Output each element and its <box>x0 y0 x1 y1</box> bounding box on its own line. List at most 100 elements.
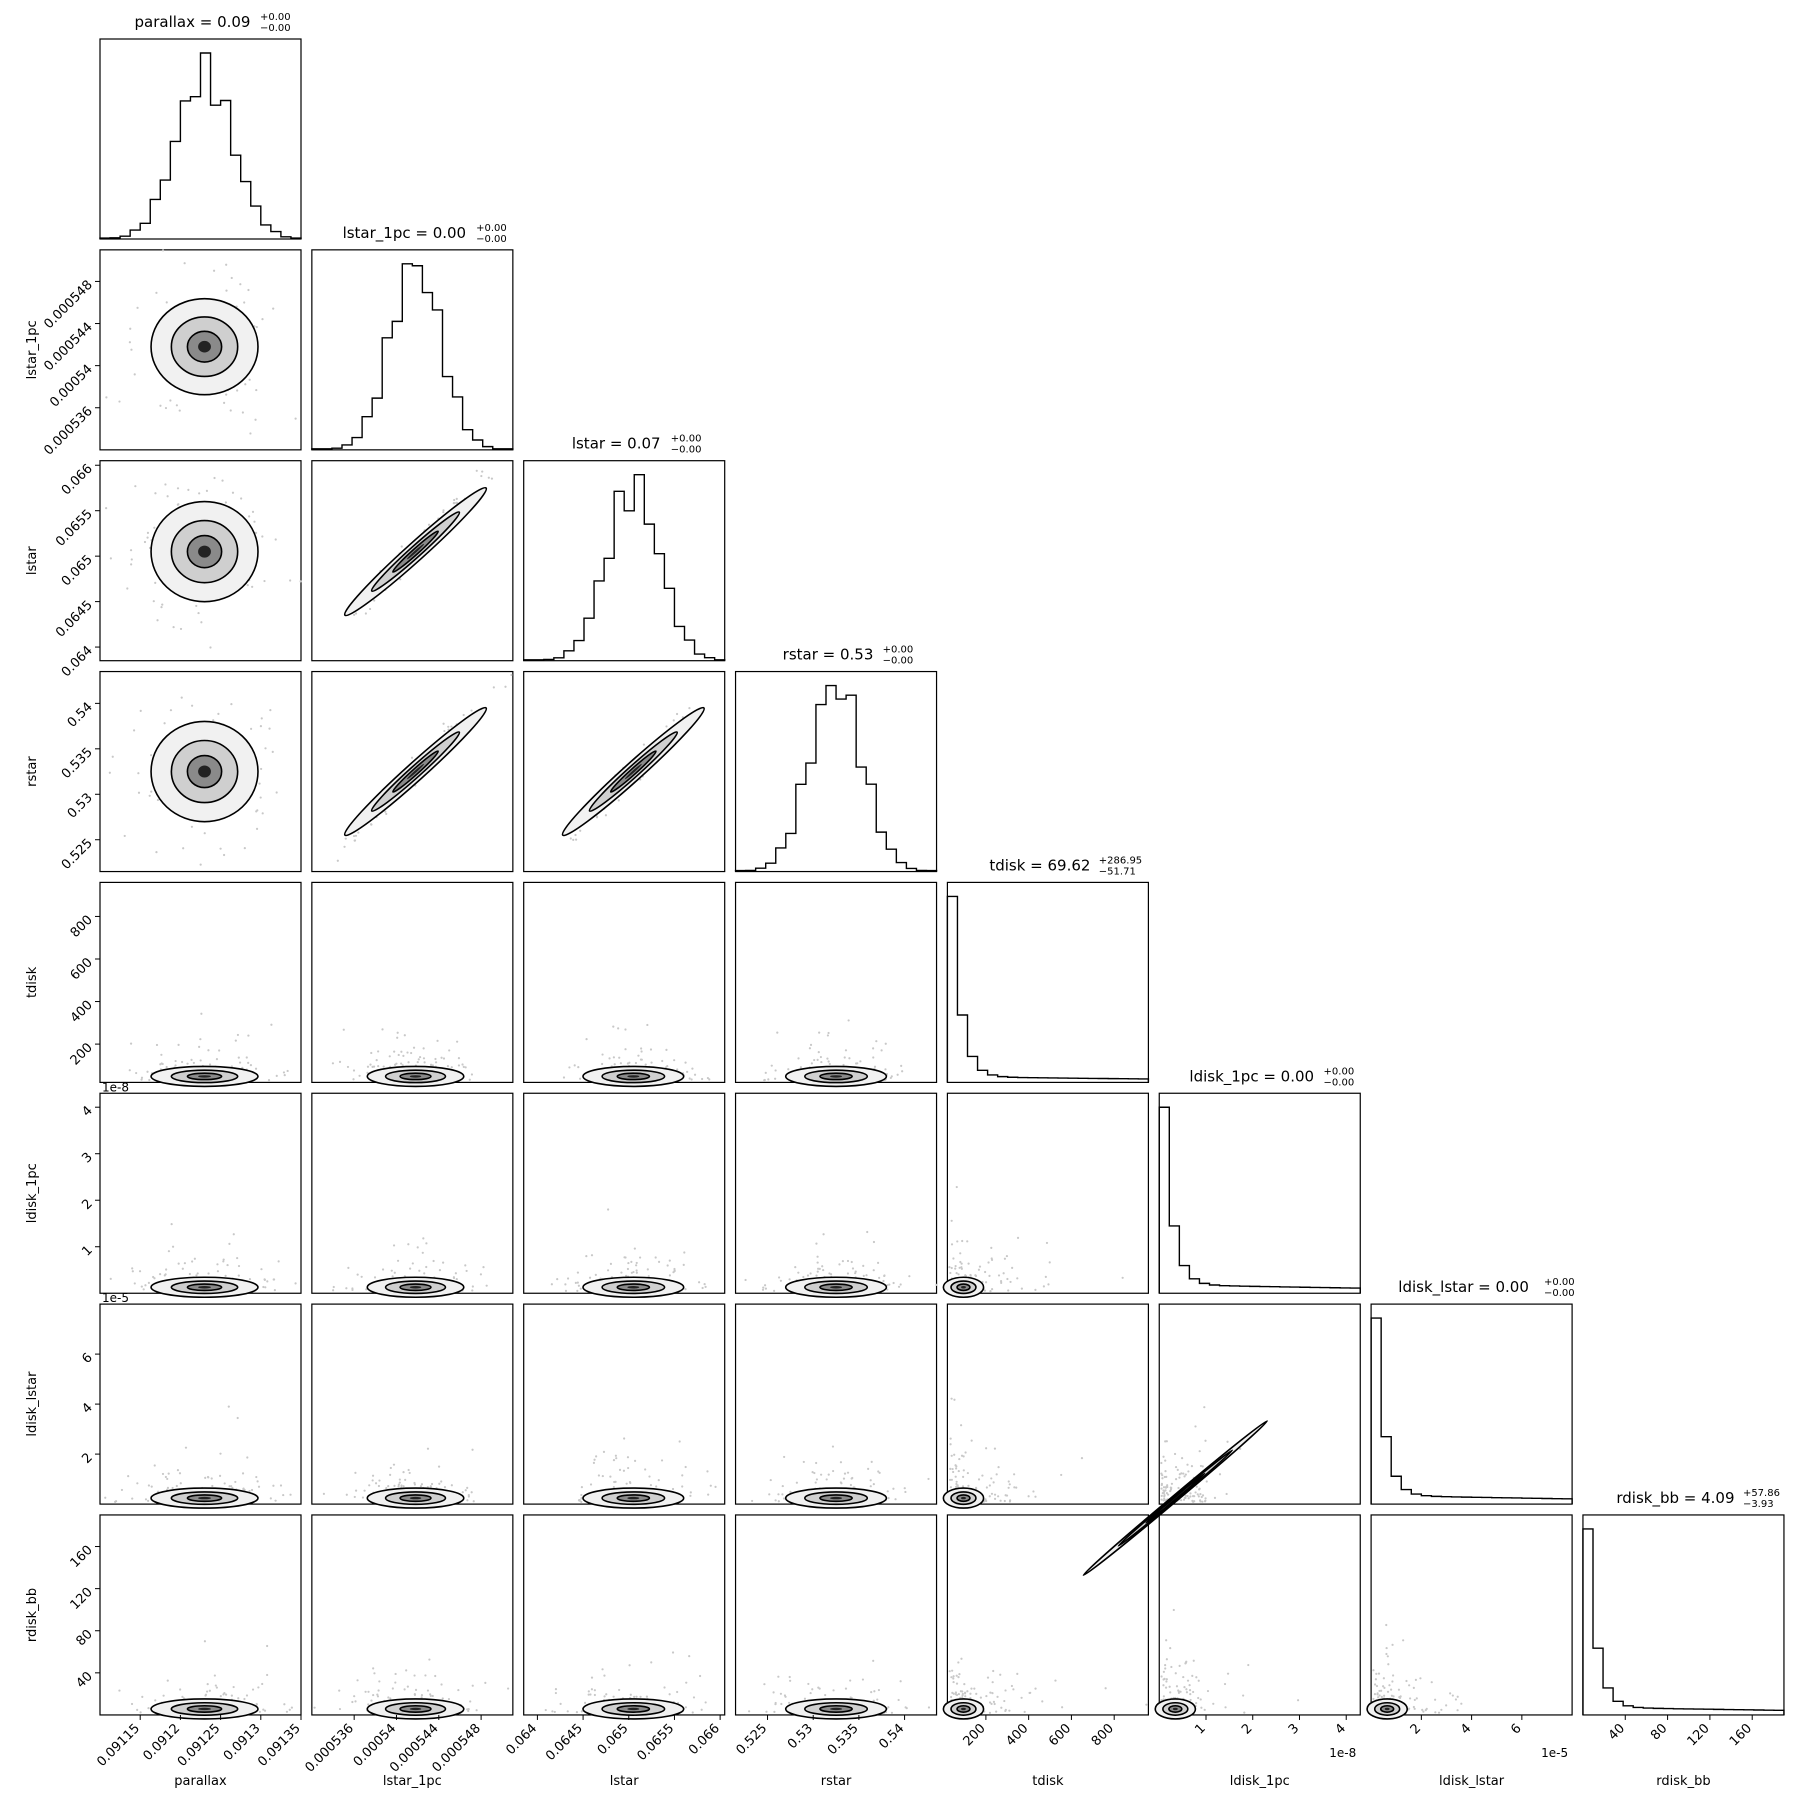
sample-point <box>450 1484 453 1487</box>
panel-lstar-vs-lstar_1pc <box>311 460 514 662</box>
sample-point <box>1169 1647 1172 1650</box>
y-offset-label: 1e-5 <box>102 1291 129 1305</box>
sample-point <box>1162 1455 1165 1458</box>
contour-1 <box>384 1701 447 1716</box>
sample-point <box>811 1471 814 1474</box>
sample-point <box>373 599 376 602</box>
sample-point <box>393 1050 396 1053</box>
contour-2 <box>956 1494 971 1503</box>
sample-point <box>870 1691 873 1694</box>
title-upper-err: +0.00 <box>883 645 914 656</box>
sample-point <box>234 1480 237 1484</box>
sample-point <box>419 1485 423 1488</box>
x-tick-label: 4 <box>1458 1721 1474 1737</box>
x-tick-label: 4 <box>1333 1721 1349 1737</box>
sample-point <box>136 306 139 309</box>
sample-point <box>580 1500 583 1503</box>
contour-0 <box>1082 1420 1269 1577</box>
sample-point <box>216 1263 219 1266</box>
sample-point <box>1185 1691 1189 1694</box>
sample-point <box>884 1042 887 1045</box>
sample-point <box>132 729 136 732</box>
sample-point <box>111 755 114 758</box>
sample-point <box>1164 1440 1167 1443</box>
sample-point <box>1200 1706 1203 1709</box>
title-lower-err: −0.00 <box>1544 1288 1575 1299</box>
sample-point <box>174 1059 177 1063</box>
sample-point <box>1434 1698 1437 1701</box>
sample-point <box>120 1488 124 1492</box>
sample-point <box>580 1493 583 1497</box>
sample-point <box>821 1265 824 1268</box>
sample-point <box>957 1661 960 1664</box>
panel-frame <box>523 1303 726 1505</box>
sample-point <box>589 1483 593 1486</box>
x-tick-label: 40 <box>1606 1721 1628 1743</box>
sample-point <box>128 341 131 344</box>
x-axis-label-lstar_1pc: lstar_1pc <box>383 1774 442 1789</box>
sample-point <box>1015 1486 1018 1489</box>
sample-point <box>1199 1464 1203 1468</box>
sample-point <box>179 1482 182 1485</box>
contour-1 <box>950 1701 977 1716</box>
sample-point <box>1434 1711 1437 1714</box>
sample-point <box>952 1675 955 1678</box>
panel-frame <box>311 1514 514 1716</box>
sample-point <box>219 1452 222 1455</box>
sample-point <box>989 1691 992 1694</box>
sample-point <box>129 1042 133 1045</box>
contour-2 <box>819 1494 853 1503</box>
sample-point <box>413 1483 417 1486</box>
sample-point <box>953 1398 956 1401</box>
sample-point <box>404 1478 407 1481</box>
sample-point <box>905 1707 908 1710</box>
sample-point <box>661 1059 664 1063</box>
sample-point <box>876 1261 880 1264</box>
sample-point <box>475 1709 478 1712</box>
sample-point <box>270 1023 273 1026</box>
sample-point <box>612 1459 616 1462</box>
sample-point <box>1164 1667 1167 1670</box>
sample-point <box>1166 1493 1170 1496</box>
sample-point <box>434 1061 438 1064</box>
sample-point <box>165 1065 168 1069</box>
sample-point <box>161 603 164 606</box>
sample-point <box>247 1061 250 1065</box>
sample-point <box>261 318 264 321</box>
panel-tdisk-vs-parallax <box>99 881 302 1088</box>
sample-point <box>384 810 387 813</box>
sample-point <box>950 1243 954 1246</box>
sample-point <box>1166 1485 1169 1489</box>
panel-ldisk_1pc-vs-lstar <box>523 1092 726 1299</box>
sample-point <box>484 1681 487 1684</box>
sample-point <box>1169 1486 1172 1489</box>
sample-point <box>818 1687 821 1690</box>
sample-point <box>583 1701 587 1705</box>
sample-point <box>347 1266 350 1270</box>
contour-0 <box>784 1487 888 1509</box>
sample-point <box>899 1680 902 1683</box>
contour-1 <box>601 1280 666 1295</box>
sample-point <box>856 1062 859 1065</box>
sample-point <box>773 1710 776 1713</box>
panel-frame <box>946 1514 1150 1716</box>
sample-point <box>1016 1236 1020 1239</box>
sample-point <box>133 373 136 376</box>
contour-1 <box>588 731 679 812</box>
sample-point <box>624 1028 627 1031</box>
sample-point <box>1165 1440 1168 1443</box>
sample-point <box>427 523 431 526</box>
sample-point <box>147 1484 150 1487</box>
x-tick-label: 1 <box>1192 1721 1208 1737</box>
y-tick-label: 2 <box>79 1450 95 1466</box>
sample-point <box>1009 1499 1012 1502</box>
contour-2 <box>392 750 439 793</box>
sample-point <box>1032 1490 1035 1493</box>
sample-point <box>1174 1465 1178 1469</box>
sample-point <box>441 1697 444 1700</box>
sample-point <box>422 1047 425 1050</box>
sample-point <box>354 1471 357 1474</box>
sample-point <box>1381 1685 1385 1688</box>
sample-point <box>1160 1494 1163 1497</box>
sample-point <box>204 1694 207 1697</box>
